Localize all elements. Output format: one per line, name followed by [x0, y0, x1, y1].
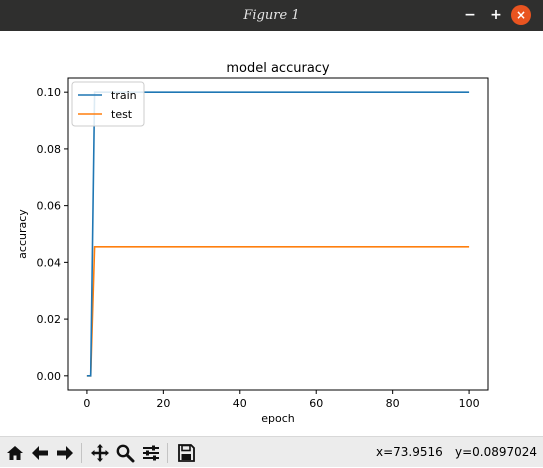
x-tick-label: 0: [83, 397, 90, 410]
y-tick-label: 0.08: [37, 143, 62, 156]
x-axis-label: epoch: [261, 412, 295, 425]
maximize-button[interactable]: +: [490, 7, 502, 23]
x-tick-label: 80: [386, 397, 400, 410]
legend-label-test: test: [111, 108, 133, 121]
legend-label-train: train: [111, 89, 137, 102]
toolbar-separator: [167, 443, 168, 463]
forward-arrow-icon[interactable]: [54, 442, 76, 464]
y-tick-label: 0.02: [37, 313, 62, 326]
window-titlebar: Figure 1 − + ×: [0, 0, 543, 31]
home-icon[interactable]: [4, 442, 26, 464]
chart-title: model accuracy: [226, 61, 330, 76]
figure-canvas[interactable]: 0 20 40 60 80 100 0.00 0.02 0.04 0.06 0.08 0.10 mode…: [0, 31, 543, 436]
x-tick-label: 40: [233, 397, 247, 410]
series-line-train: [86, 91, 470, 377]
back-arrow-icon[interactable]: [29, 442, 51, 464]
x-tick-label: 60: [309, 397, 323, 410]
x-tick-label: 100: [459, 397, 480, 410]
toolbar-separator: [81, 443, 82, 463]
window-title: Figure 1: [243, 8, 300, 23]
y-tick-label: 0.10: [37, 86, 62, 99]
x-tick-label: 20: [156, 397, 170, 410]
y-tick-label: 0.00: [37, 370, 62, 383]
legend-box: [71, 81, 145, 127]
chart[interactable]: 0 20 40 60 80 100 0.00 0.02 0.04 0.06 0.08 0.10 mode…: [0, 31, 543, 436]
x-coordinate-readout: x=73.9516: [376, 445, 443, 459]
y-axis-label: accuracy: [16, 209, 29, 259]
pan-icon[interactable]: [89, 442, 111, 464]
navigation-toolbar: x=73.9516 y=0.0897024: [0, 436, 543, 467]
y-coordinate-readout: y=0.0897024: [455, 445, 538, 459]
y-tick-label: 0.06: [37, 200, 62, 213]
configure-subplots-icon[interactable]: [140, 442, 162, 464]
save-icon[interactable]: [175, 442, 197, 464]
close-button[interactable]: ×: [511, 5, 531, 25]
minimize-button[interactable]: −: [464, 7, 476, 23]
y-tick-label: 0.04: [37, 256, 62, 269]
zoom-icon[interactable]: [114, 442, 136, 464]
plot-area[interactable]: [67, 77, 489, 391]
